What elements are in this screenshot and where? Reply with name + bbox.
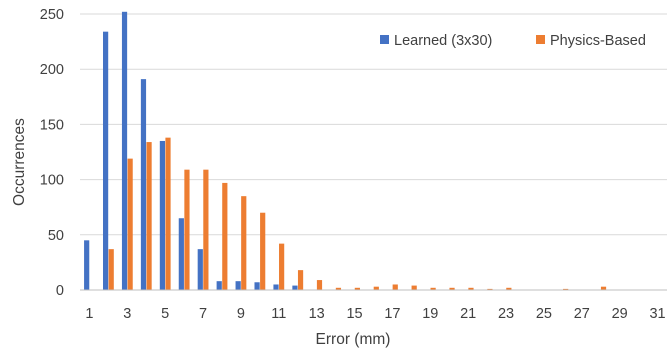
bar-physics: [354, 287, 360, 290]
x-tick-label: 15: [346, 306, 362, 322]
bar-physics: [127, 158, 133, 290]
y-tick-label: 0: [56, 283, 64, 299]
bar-physics: [392, 284, 398, 290]
x-tick-label: 25: [536, 306, 552, 322]
bar-physics: [203, 169, 209, 290]
legend-swatch: [536, 35, 545, 44]
x-tick-label: 9: [237, 306, 245, 322]
legend-swatch: [380, 35, 389, 44]
bar-physics: [165, 137, 171, 290]
bar-physics: [468, 287, 474, 290]
bar-physics: [241, 196, 247, 290]
x-tick-label: 3: [123, 306, 131, 322]
x-tick-label: 27: [574, 306, 590, 322]
bar-physics: [297, 270, 304, 290]
bar-learned: [159, 140, 166, 290]
bar-physics: [487, 288, 493, 290]
bar-learned: [84, 240, 90, 290]
legend-label: Physics-Based: [550, 33, 646, 49]
bar-learned: [178, 218, 184, 290]
y-tick-label: 200: [40, 62, 64, 78]
bar-physics: [373, 286, 379, 290]
bar-learned: [254, 282, 260, 290]
bar-physics: [316, 280, 323, 290]
x-tick-label: 13: [309, 306, 325, 322]
x-tick-label: 19: [422, 306, 438, 322]
x-tick-label: 17: [384, 306, 400, 322]
bar-physics: [411, 285, 417, 290]
x-tick-label: 5: [161, 306, 169, 322]
bar-learned: [140, 79, 147, 290]
bar-physics: [600, 286, 607, 290]
x-tick-label: 11: [271, 306, 286, 322]
gridlines: [80, 13, 667, 236]
y-tick-label: 150: [40, 117, 64, 133]
y-tick-label: 50: [48, 228, 64, 244]
legend: Learned (3x30) Physics-Based: [380, 33, 646, 49]
bar-physics: [222, 182, 228, 290]
y-axis-ticks: 0 50 100 150 200 250: [40, 7, 64, 299]
y-tick-label: 100: [40, 173, 64, 189]
bar-learned: [235, 281, 241, 290]
bar-physics: [146, 142, 152, 290]
bar-physics: [335, 287, 342, 290]
x-tick-label: 1: [85, 306, 93, 322]
bar-learned: [216, 281, 222, 290]
bar-learned: [292, 285, 298, 290]
x-tick-label: 23: [498, 306, 514, 322]
bar-physics: [260, 212, 266, 290]
bar-physics: [563, 288, 569, 290]
bar-physics: [184, 169, 190, 290]
x-tick-label: 31: [649, 306, 665, 322]
bar-physics: [449, 287, 455, 290]
x-tick-label: 7: [199, 306, 207, 322]
bar-learned: [197, 249, 203, 290]
bar-learned: [121, 11, 128, 291]
x-axis-title: Error (mm): [316, 331, 391, 348]
bar-learned: [103, 31, 109, 290]
y-tick-label: 250: [40, 7, 64, 23]
y-axis-title: Occurrences: [11, 118, 28, 206]
bar-physics: [279, 243, 285, 290]
bar-learned: [273, 284, 279, 290]
bar-physics: [108, 249, 114, 290]
bars: [84, 11, 607, 291]
bar-physics: [430, 287, 436, 290]
legend-label: Learned (3x30): [394, 33, 492, 49]
x-tick-label: 21: [460, 306, 476, 322]
x-tick-label: 29: [612, 306, 628, 322]
x-axis-ticks: 1 3 5 7 9 11 13 15 17 19 21 23 25 27 29 31: [85, 306, 665, 322]
bar-physics: [506, 287, 512, 290]
